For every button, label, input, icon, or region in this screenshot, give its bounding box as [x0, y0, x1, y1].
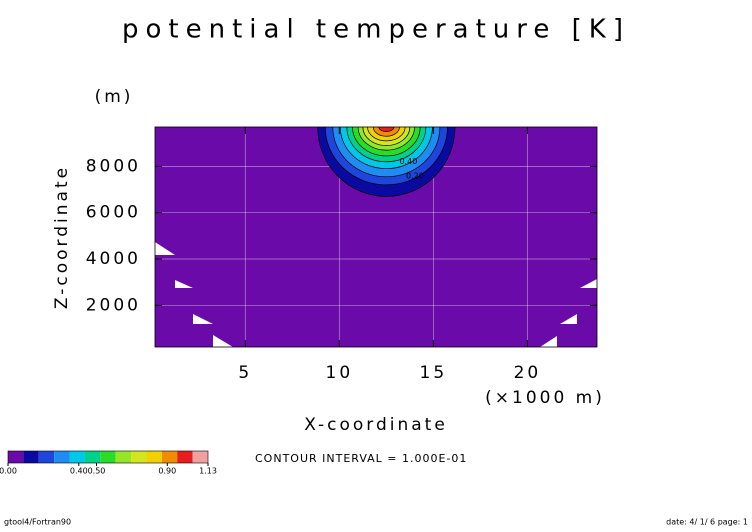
footer-right: date: 4/ 1/ 6 page: 1: [666, 518, 748, 527]
footer-left: gtool4/Fortran90: [4, 518, 71, 527]
colorbar-tick-label: 1.13: [199, 467, 217, 476]
colorbar-box: [8, 451, 24, 463]
terrain-mask: [175, 280, 193, 288]
terrain-mask: [213, 335, 233, 347]
colorbar-tick-label: 0.90: [158, 467, 176, 476]
x-tick-label: 5: [238, 363, 252, 383]
plot-area: 0.40 0.20: [155, 127, 597, 347]
colorbar-box: [100, 451, 116, 463]
y-tick-label: 4000: [86, 249, 141, 269]
contour-label: 0.40: [399, 157, 417, 166]
colorbar-box: [115, 451, 132, 463]
y-tick-label: 8000: [86, 156, 141, 176]
terrain-mask: [193, 314, 213, 324]
x-tick-label: 10: [326, 363, 354, 383]
y-tick-label: 6000: [86, 203, 141, 223]
chart-title: potential temperature [K]: [122, 15, 630, 45]
terrain-mask: [560, 314, 577, 324]
y-unit: (m): [95, 87, 134, 107]
colorbar-box: [38, 451, 55, 463]
y-label: Z-coordinate: [52, 165, 72, 309]
plot-frame: [154, 126, 598, 348]
colorbar-box: [177, 451, 193, 463]
contour-label: 0.20: [406, 172, 424, 181]
colorbar-box: [192, 451, 208, 463]
x-tick-label: 20: [514, 363, 542, 383]
terrain-mask: [540, 336, 557, 347]
colorbar-box: [69, 451, 85, 463]
colorbar-tick-label: 0.40: [70, 467, 88, 476]
colorbar-box: [161, 451, 178, 463]
colorbar-box: [23, 451, 39, 463]
colorbar-tick-label: 0.00: [0, 467, 17, 476]
colorbar-box: [131, 451, 147, 463]
colorbar-tick-label: 0.50: [88, 467, 106, 476]
colorbar-frame: [7, 450, 209, 464]
x-label: X-coordinate: [304, 415, 448, 435]
x-unit: (×1000 m): [485, 388, 605, 408]
y-tick-label: 2000: [86, 295, 141, 315]
colorbar-box: [84, 451, 101, 463]
colorbar-box: [146, 451, 162, 463]
x-tick-label: 15: [420, 363, 448, 383]
terrain-mask: [580, 279, 597, 288]
colorbar-box: [54, 451, 70, 463]
contour-interval: CONTOUR INTERVAL = 1.000E-01: [255, 452, 467, 465]
terrain-mask: [155, 242, 175, 255]
